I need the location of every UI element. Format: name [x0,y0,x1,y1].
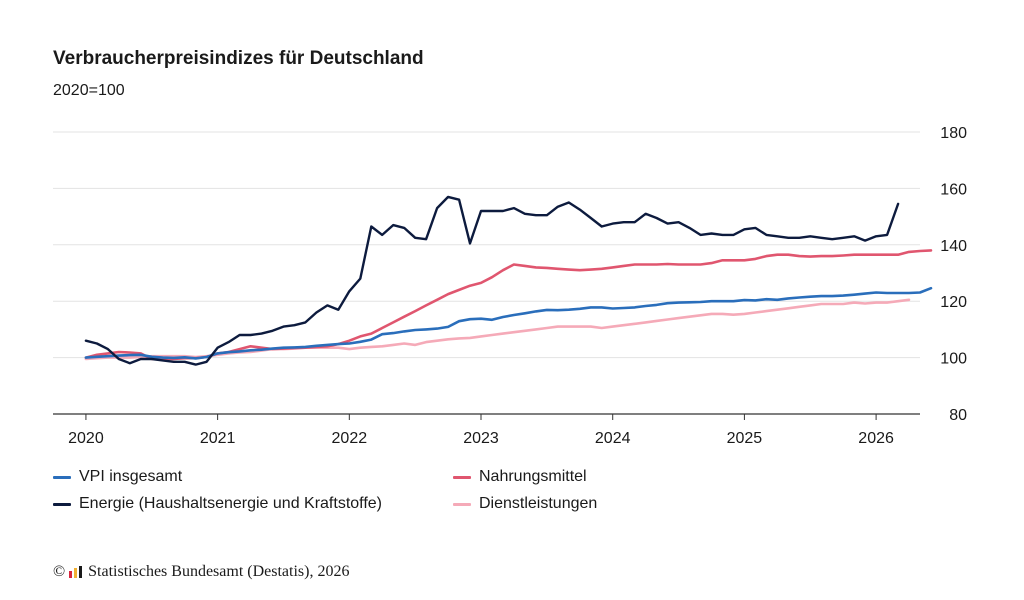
legend-label-nahrungsmittel: Nahrungsmittel [479,468,587,485]
series-lines [84,195,933,366]
destatis-logo-icon [69,566,83,578]
series-line-1[interactable] [84,249,933,361]
x-tick-label: 2021 [200,430,236,447]
legend-swatch-vpi [53,475,71,479]
x-tick-label: 2025 [727,430,763,447]
legend-swatch-dienstleistungen [453,502,471,506]
y-tick-label: 120 [940,294,967,311]
logo-bar-1 [69,571,73,578]
x-tick-label: 2024 [595,430,631,447]
legend-item-nahrungsmittel[interactable]: Nahrungsmittel [453,466,587,488]
y-tick-label: 80 [949,407,967,424]
legend-swatch-nahrungsmittel [453,475,471,479]
series-line-3[interactable] [84,298,911,361]
axes: 80 100 120 140 160 180 2020 2021 2022 2023 2024 202… [53,125,967,447]
copyright-symbol: © [53,563,66,580]
grid-lines [53,131,920,359]
legend-label-dienstleistungen: Dienstleistungen [479,495,598,512]
y-tick-label: 140 [940,238,967,255]
x-tick-label: 2022 [332,430,368,447]
x-tick-label: 2023 [463,430,499,447]
source-text: Statistisches Bundesamt (Destatis), 2026 [88,563,350,580]
y-tick-label: 180 [940,125,967,142]
legend-label-energie: Energie (Haushaltsenergie und Kraftstoff… [79,495,382,512]
logo-bar-3 [79,566,83,578]
chart-subtitle: 2020=100 [53,82,125,99]
y-tick-label: 100 [940,351,967,368]
legend: VPI insgesamt Nahrungsmittel Energie (Ha… [53,466,953,526]
series-line-2[interactable] [84,195,900,366]
legend-label-vpi: VPI insgesamt [79,468,183,485]
legend-swatch-energie [53,502,71,506]
legend-item-vpi[interactable]: VPI insgesamt [53,466,182,488]
logo-bar-2 [74,568,78,578]
chart-title: Verbraucherpreisindizes für Deutschland [53,48,424,69]
x-tick-label: 2020 [68,430,104,447]
series-line-0[interactable] [84,286,933,360]
x-tick-label: 2026 [858,430,894,447]
source-footer: © Statistisches Bundesamt (Destatis), 20… [53,563,349,581]
y-tick-label: 160 [940,181,967,198]
legend-item-dienstleistungen[interactable]: Dienstleistungen [453,493,597,515]
legend-item-energie[interactable]: Energie (Haushaltsenergie und Kraftstoff… [53,493,382,515]
